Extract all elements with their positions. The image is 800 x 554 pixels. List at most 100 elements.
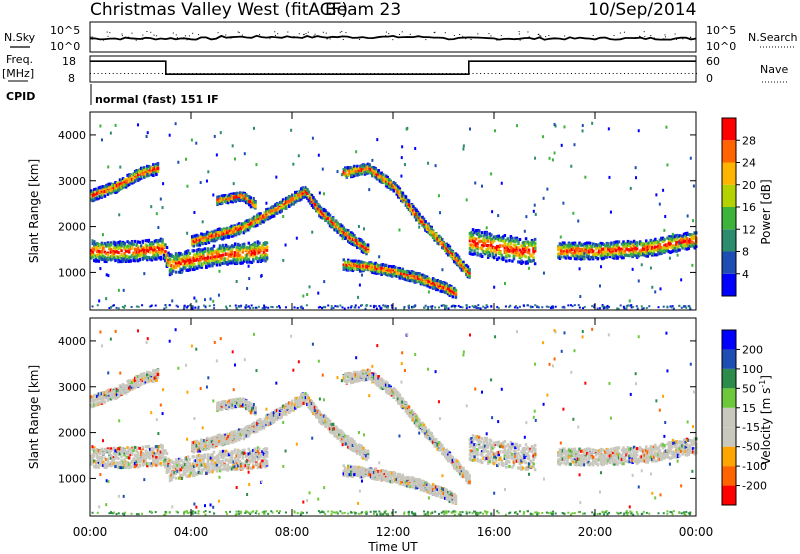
nave-point	[593, 73, 595, 74]
power-cell	[141, 252, 145, 256]
power-cell	[454, 288, 458, 292]
power-cell	[231, 230, 235, 234]
power-cell	[401, 191, 405, 195]
power-cell	[262, 215, 265, 219]
power-cell	[607, 247, 610, 251]
power-cell	[422, 274, 426, 278]
power-cell	[173, 260, 176, 264]
power-cell	[476, 253, 479, 257]
power-cell	[155, 173, 158, 177]
power-cell	[174, 266, 178, 270]
power-cell	[199, 258, 202, 262]
power-cell	[595, 247, 598, 251]
power-cell	[259, 220, 262, 224]
power-cell	[521, 247, 525, 251]
power-cell	[229, 259, 232, 263]
power-cell	[356, 260, 359, 264]
power-cell	[471, 245, 475, 249]
power-cell	[211, 247, 214, 251]
power-cell	[433, 278, 436, 282]
power-cell	[366, 250, 370, 254]
nsearch-point	[653, 37, 655, 39]
power-cell	[250, 221, 253, 225]
power-cell	[681, 234, 684, 238]
power-cell	[410, 204, 414, 208]
power-cell	[690, 235, 693, 239]
power-cell	[216, 235, 220, 239]
nave-point	[241, 73, 243, 74]
power-cell	[245, 223, 249, 227]
power-cell	[368, 261, 371, 265]
power-cell	[345, 232, 349, 236]
power-cell	[641, 252, 645, 256]
power-cell	[533, 249, 537, 253]
power-cell	[100, 258, 104, 262]
power-cell	[233, 229, 236, 233]
power-cell	[102, 246, 105, 250]
power-cell	[112, 252, 116, 256]
power-cell	[389, 187, 392, 191]
power-cell	[521, 241, 525, 245]
power-cell	[185, 268, 188, 272]
power-cell	[149, 241, 152, 245]
nave-point	[358, 73, 360, 74]
power-cell	[197, 240, 200, 244]
nsearch-point	[305, 33, 307, 35]
power-cell	[121, 177, 125, 181]
power-cell	[496, 247, 499, 251]
power-cell	[459, 262, 462, 266]
power-cell	[480, 231, 484, 235]
power-cell	[212, 244, 216, 248]
power-cell	[206, 230, 209, 234]
power-cell	[360, 172, 364, 176]
power-cell	[237, 230, 241, 234]
power-cell	[564, 245, 568, 249]
power-cell	[256, 247, 260, 251]
power-cell	[211, 259, 214, 263]
power-cell	[153, 254, 157, 258]
power-cell	[433, 238, 436, 242]
power-cell	[222, 231, 226, 235]
power-cell	[111, 186, 114, 190]
power-cell	[569, 243, 572, 247]
power-cell	[415, 280, 418, 284]
power-cell	[460, 260, 464, 264]
power-cell	[238, 256, 241, 260]
power-cell	[197, 265, 201, 269]
power-cell	[115, 190, 119, 194]
power-cell	[220, 253, 223, 257]
power-cell	[121, 259, 125, 263]
power-cell	[459, 259, 462, 263]
power-cell	[176, 263, 179, 267]
power-cell	[155, 239, 158, 243]
power-cell	[147, 249, 151, 253]
power-cell	[437, 279, 441, 283]
nsearch-point	[153, 34, 155, 36]
power-cell	[105, 243, 108, 247]
power-cell	[564, 248, 568, 252]
power-cell	[345, 263, 349, 267]
nave-point	[324, 73, 326, 74]
power-cell	[410, 209, 414, 213]
power-cell	[191, 268, 195, 272]
power-cell	[374, 267, 377, 271]
power-cell	[631, 241, 634, 245]
power-cell	[651, 253, 654, 257]
power-cell	[622, 245, 625, 249]
power-cell	[657, 244, 660, 248]
power-cell	[287, 200, 291, 204]
power-cell	[237, 228, 241, 232]
power-cell	[616, 255, 619, 259]
nsearch-point	[192, 32, 194, 34]
power-cell	[459, 266, 462, 270]
power-cell	[233, 259, 237, 263]
power-cell	[225, 234, 229, 238]
power-cell	[585, 246, 589, 250]
power-cell	[348, 232, 352, 236]
power-cell	[413, 275, 417, 279]
power-cell	[223, 198, 227, 202]
power-cell	[204, 232, 208, 236]
power-cell	[179, 270, 182, 274]
power-cell	[209, 247, 213, 251]
power-cell	[205, 256, 208, 260]
